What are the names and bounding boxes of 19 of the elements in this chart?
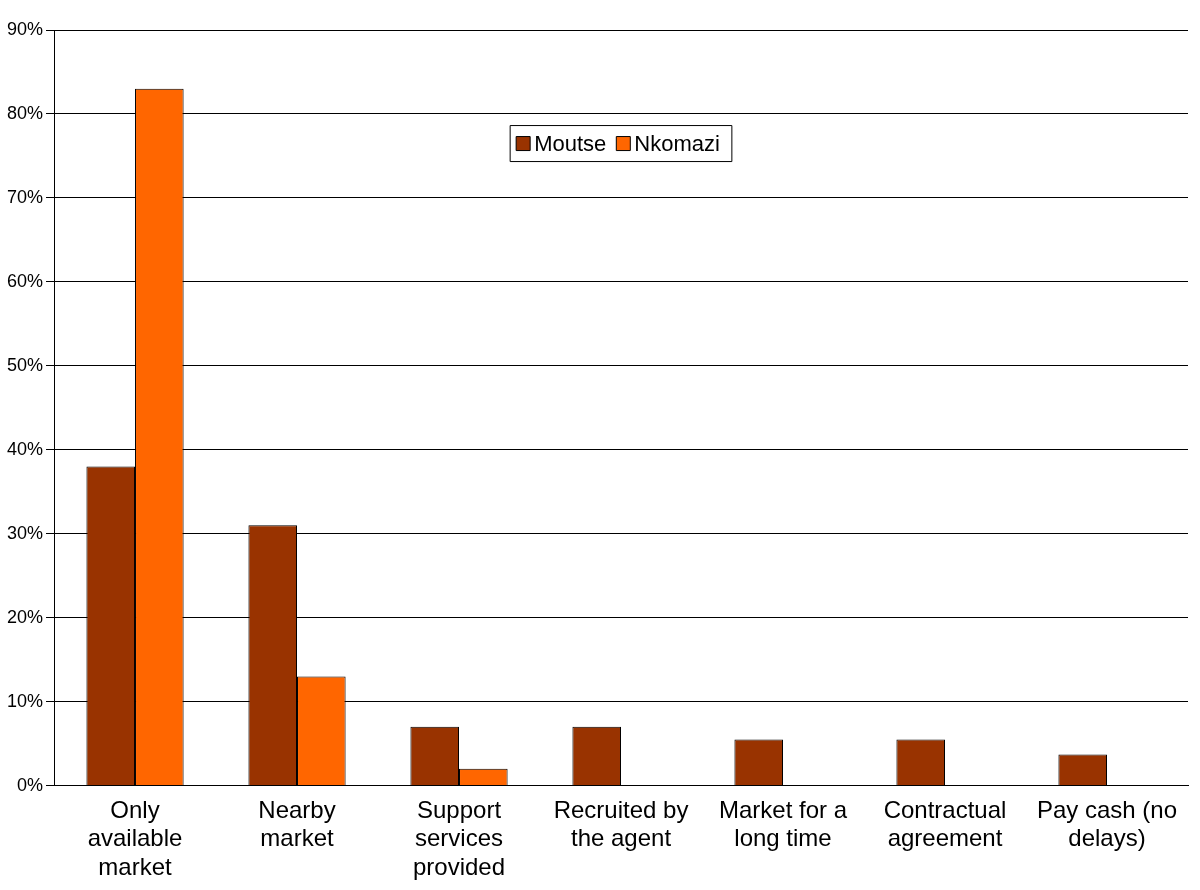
legend-label: Nkomazi [634, 130, 720, 156]
y-tick-label: 30% [7, 522, 44, 543]
y-tick-label: 0% [17, 774, 44, 795]
legend-label: Moutse [534, 130, 607, 156]
y-tick-label: 10% [7, 690, 44, 711]
y-tick-label: 40% [7, 438, 44, 459]
x-tick-label: Pay cash (no delays) [1036, 795, 1178, 852]
y-tick-label: 90% [7, 18, 44, 39]
x-tick-label: Nearby market [258, 795, 336, 852]
x-tick-label: Only available market [87, 795, 183, 881]
x-tick-label: Recruited by the agent [553, 795, 689, 852]
y-tick-label: 70% [7, 186, 44, 207]
x-tick-label: Market for a long time [718, 795, 848, 852]
x-tick-label: Contractual agreement [883, 795, 1007, 852]
y-tick-label: 60% [7, 270, 44, 291]
y-tick-label: 80% [7, 102, 44, 123]
y-tick-label: 20% [7, 606, 44, 627]
y-tick-label: 50% [7, 354, 44, 375]
x-tick-label: Support services provided [412, 795, 506, 881]
